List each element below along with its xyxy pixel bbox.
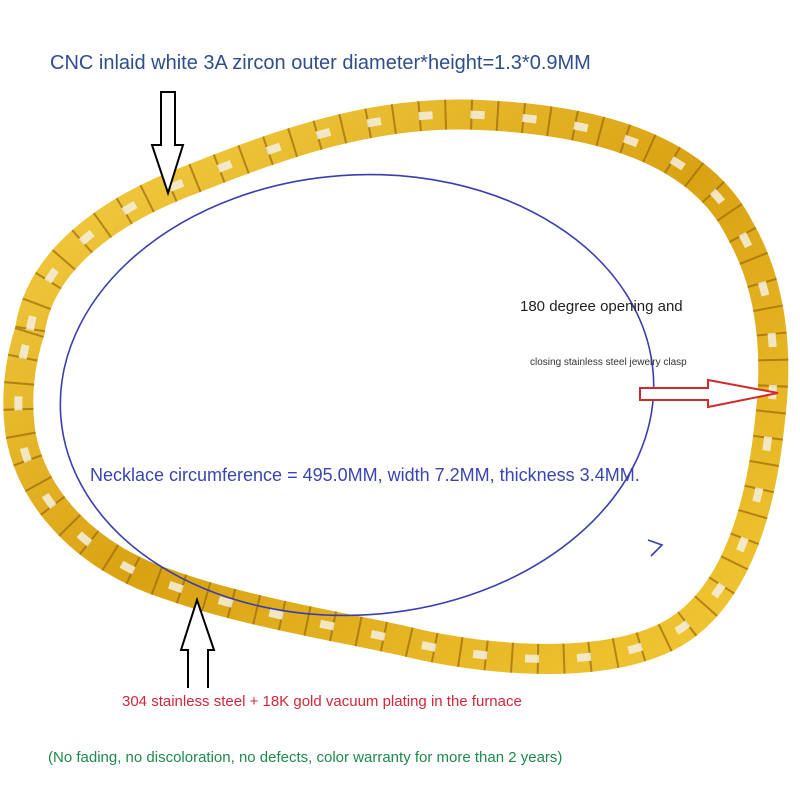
zircon-annotation: CNC inlaid white 3A zircon outer diamete… <box>50 52 591 74</box>
gold-necklace <box>3 99 789 674</box>
clasp-annotation-line1: 180 degree opening and <box>520 298 683 315</box>
circumference-annotation: Necklace circumference = 495.0MM, width … <box>90 465 640 485</box>
material-arrow-icon <box>179 596 216 688</box>
zircon-arrow-icon <box>150 91 185 197</box>
circumference-ellipse <box>59 173 664 617</box>
material-annotation: 304 stainless steel + 18K gold vacuum pl… <box>122 693 522 710</box>
clasp-arrow-icon <box>639 378 779 409</box>
ellipse-arrowhead-icon <box>647 539 664 557</box>
clasp-annotation-line2: closing stainless steel jewelry clasp <box>530 357 687 368</box>
warranty-annotation: (No fading, no discoloration, no defects… <box>48 749 563 766</box>
